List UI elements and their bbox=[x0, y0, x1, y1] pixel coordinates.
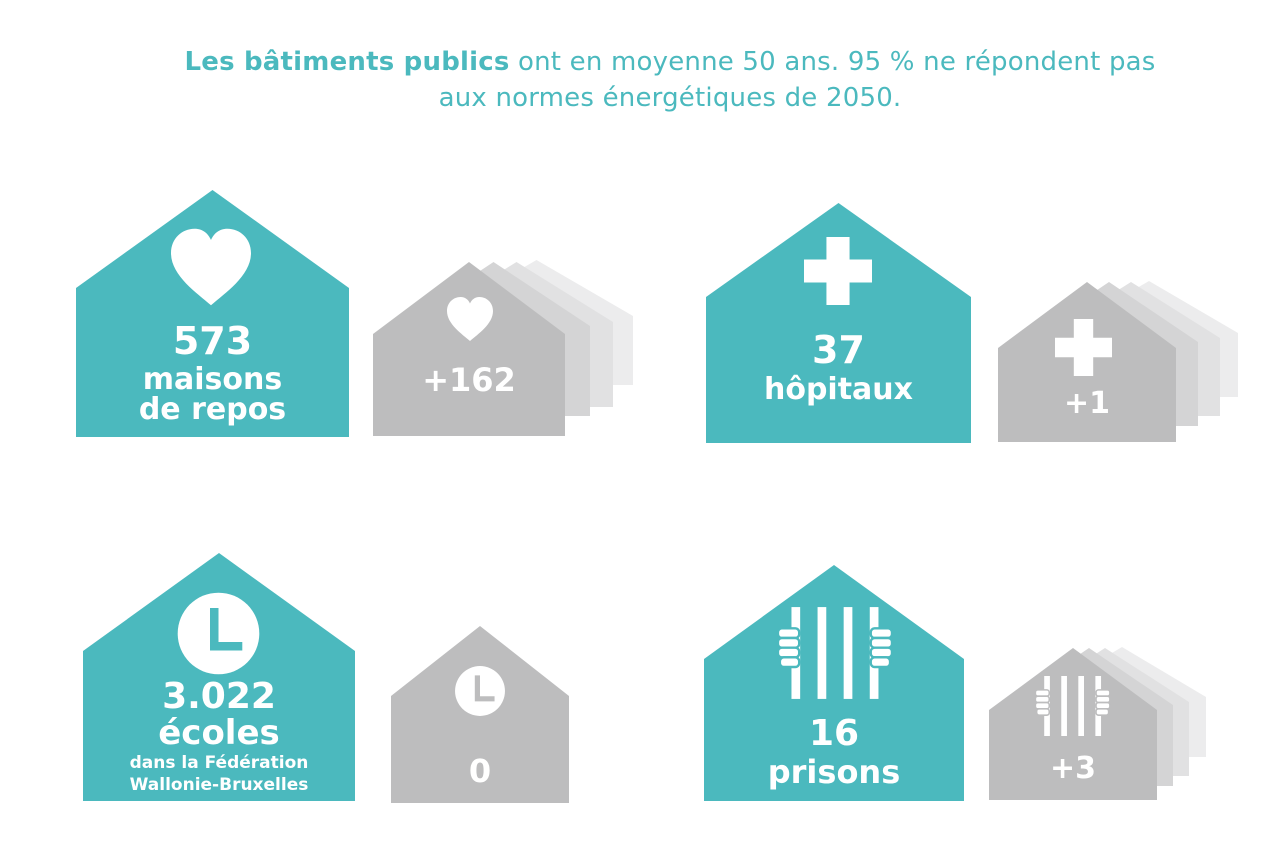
nursing-homes-house: 573 maisons de repos bbox=[76, 190, 349, 437]
schools-sub-line2: Wallonie-Bruxelles bbox=[129, 775, 309, 795]
nursing-homes-count: 573 bbox=[172, 319, 253, 363]
heart-icon bbox=[171, 228, 251, 306]
headline-line2: aux normes énergétiques de 2050. bbox=[438, 83, 902, 113]
schools-extra-count: 0 bbox=[468, 752, 492, 790]
prison-bars-icon bbox=[776, 607, 894, 699]
hospitals-extra-house: +1 bbox=[998, 282, 1176, 442]
medical-cross-icon bbox=[804, 237, 872, 305]
clock-icon bbox=[455, 666, 505, 716]
prison-bars-icon bbox=[1034, 676, 1111, 736]
clock-icon bbox=[177, 592, 260, 675]
nursing-homes-extra-house: +162 bbox=[373, 262, 565, 436]
headline-rest: ont en moyenne 50 ans. 95 % ne répondent… bbox=[509, 47, 1156, 77]
prisons-label-line1: prisons bbox=[767, 753, 901, 791]
schools-label-line1: écoles bbox=[158, 713, 280, 753]
nursing-homes-label-line2: de repos bbox=[138, 392, 287, 427]
medical-cross-icon bbox=[1055, 319, 1112, 376]
headline: Les bâtiments publics ont en moyenne 50 … bbox=[120, 44, 1220, 116]
prisons-extra-count: +3 bbox=[1049, 751, 1096, 786]
prisons-house: 16 prisons bbox=[704, 565, 964, 801]
nursing-homes-label-line1: maisons bbox=[142, 362, 283, 397]
prisons-extra-house: +3 bbox=[989, 648, 1157, 800]
hospitals-label-line1: hôpitaux bbox=[763, 372, 914, 407]
heart-icon bbox=[447, 297, 493, 341]
hospitals-count: 37 bbox=[812, 328, 865, 372]
schools-sub-line1: dans la Fédération bbox=[129, 753, 309, 773]
schools-extra-house: 0 bbox=[391, 626, 569, 803]
headline-bold: Les bâtiments publics bbox=[184, 47, 510, 77]
nursing-homes-extra-count: +162 bbox=[422, 361, 516, 399]
hospitals-house: 37 hôpitaux bbox=[706, 203, 971, 443]
schools-house: 3.022 écoles dans la Fédération Wallonie… bbox=[83, 553, 355, 801]
schools-count: 3.022 bbox=[162, 676, 276, 717]
hospitals-extra-count: +1 bbox=[1063, 386, 1110, 421]
prisons-count: 16 bbox=[808, 713, 860, 754]
